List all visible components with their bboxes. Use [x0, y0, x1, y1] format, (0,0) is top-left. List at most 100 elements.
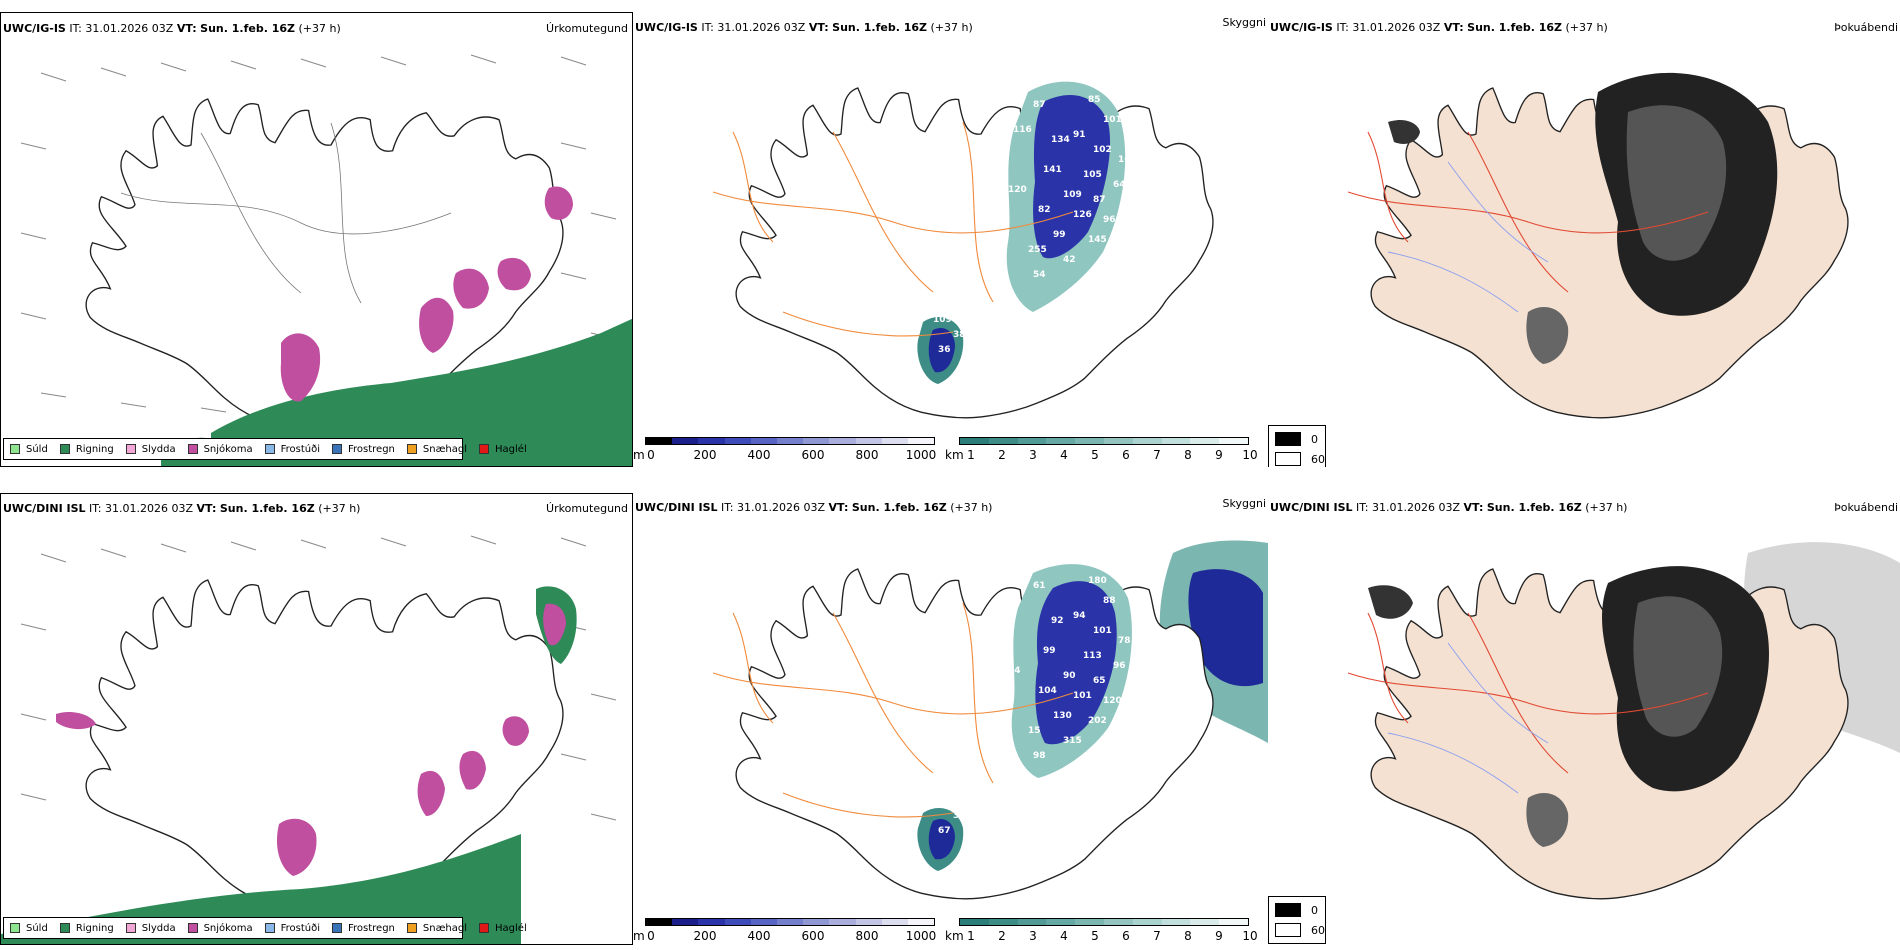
cloud-height-label: 78 [1118, 636, 1131, 646]
cloud-height-label: 96 [1113, 661, 1126, 671]
cloud-height-label: 126 [1073, 210, 1092, 220]
panel-header: UWC/DINI ISL IT: 31.01.2026 03Z VT: Sun.… [635, 501, 993, 514]
colorbar-tick-label: 2 [998, 929, 1006, 943]
colorbar-tick-label: 1 [967, 929, 975, 943]
colorbar-segment [907, 919, 935, 925]
precip-panel-row2: UWC/DINI ISL IT: 31.01.2026 03Z VT: Sun.… [0, 493, 633, 945]
cloud-height-label: 65 [1093, 676, 1106, 686]
colorbar-segment [881, 919, 908, 925]
cloud-panel-row1: UWC/IG-IS IT: 31.01.2026 03Z VT: Sun. 1.… [633, 12, 1268, 467]
legend-item: Frostúði [264, 444, 320, 455]
colorbar-tick-label: 7 [1153, 448, 1161, 462]
colorbar-tick-label: 9 [1215, 448, 1223, 462]
height-unit: m [633, 448, 645, 462]
cloud-height-label: 145 [1088, 235, 1107, 245]
visibility-colorbar: km 1 2 3 4 5 6 7 8 9 10 [945, 918, 1258, 945]
colorbar-tick-label: 400 [747, 448, 771, 462]
cloud-height-label: 102 [1093, 145, 1112, 155]
cloud-height-label: 87 [1093, 195, 1106, 205]
panel-title: Úrkomutegund [546, 502, 628, 515]
precip-legend: Súld Rigning Slydda Snjókoma Frostúði Fr… [3, 917, 527, 939]
colorbar-segment [803, 919, 830, 925]
colorbar-segment [750, 919, 777, 925]
fog-panel-row2: UWC/DINI ISL IT: 31.01.2026 03Z VT: Sun.… [1268, 493, 1900, 945]
colorbar-segment [646, 438, 673, 444]
vis-unit: km [945, 448, 964, 462]
colorbar-segment [1046, 919, 1076, 925]
colorbar-segment [960, 438, 989, 444]
legend-swatch [10, 444, 20, 454]
cloud-height-label: 23 [993, 145, 1006, 155]
colorbar-tick-label: 200 [693, 929, 717, 943]
colorbar-tick-label: 4 [1060, 448, 1068, 462]
colorbar-segment [988, 438, 1018, 444]
cloud-height-label: 86 [983, 696, 996, 706]
fog-swatch [1275, 452, 1301, 466]
legend-item: Haglél [479, 923, 527, 934]
fog-swatch [1275, 432, 1301, 446]
colorbar-tick-label: 800 [855, 448, 879, 462]
cloud-height-label: 109 [1063, 190, 1082, 200]
legend-swatch [59, 444, 70, 454]
colorbar-tick-label: 9 [1215, 929, 1223, 943]
legend-item: Súld [10, 923, 48, 934]
colorbar-tick-label: 600 [801, 929, 825, 943]
legend-swatch [479, 923, 490, 933]
legend-item: Rigning [59, 444, 114, 455]
fog-swatch [1275, 903, 1301, 917]
cloud-height-label: 92 [1073, 75, 1086, 85]
colorbar-segment [829, 919, 856, 925]
cloud-height-label: 113 [1083, 651, 1102, 661]
cloud-height-label: 98 [943, 295, 956, 305]
legend-item: Snæhagl [406, 444, 467, 455]
cloud-height-label: 101 [1073, 691, 1092, 701]
legend-swatch [125, 923, 136, 933]
precip-legend: Súld Rigning Slydda Snjókoma Frostúði Fr… [3, 438, 527, 460]
vis-unit: km [945, 929, 964, 943]
fog-panel-row1: UWC/IG-IS IT: 31.01.2026 03Z VT: Sun. 1.… [1268, 12, 1900, 467]
cloud-height-label: 109 [933, 315, 952, 325]
cloud-height-label: 99 [1053, 230, 1066, 240]
panel-title: Skyggni [1222, 497, 1266, 510]
colorbar-segment [1132, 438, 1162, 444]
cloud-height-label: 120 [1008, 185, 1027, 195]
cloud-height-label: 85 [1088, 95, 1101, 105]
colorbar-segment [1017, 919, 1047, 925]
colorbar-segment [1219, 919, 1248, 925]
colorbar-tick-label: 200 [693, 448, 717, 462]
panel-header: UWC/IG-IS IT: 31.01.2026 03Z VT: Sun. 1.… [3, 22, 341, 35]
colorbar-segment [1075, 919, 1104, 925]
cloud-height-label: 87 [1033, 100, 1046, 110]
cloud-height-label: 94 [1073, 611, 1086, 621]
cloud-height-label: 64 [1113, 180, 1126, 190]
legend-item: Slydda [125, 923, 176, 934]
cloud-height-label: 92 [1051, 616, 1064, 626]
colorbar-tick-label: 400 [747, 929, 771, 943]
legend-swatch [10, 923, 20, 933]
cloud-height-label: 202 [1088, 716, 1107, 726]
cloud-height-label: 38 [953, 330, 966, 340]
legend-item: Snjókoma [187, 444, 253, 455]
colorbar-segment [1190, 438, 1220, 444]
cloud-height-label: 36 [938, 345, 951, 355]
colorbar-segment [672, 919, 699, 925]
colorbar-tick-label: 1 [967, 448, 975, 462]
colorbar-segment [1103, 919, 1133, 925]
height-colorbar-segments [645, 918, 935, 926]
colorbar-segment [855, 438, 882, 444]
fog-legend: 0 60 [1268, 896, 1326, 944]
cloud-height-label: 69 [1073, 556, 1086, 566]
colorbar-segment [1161, 438, 1191, 444]
cloud-height-label: 134 [1051, 135, 1070, 145]
cloud-height-label: 91 [1073, 130, 1086, 140]
colorbar-tick-label: 3 [1029, 448, 1037, 462]
cloud-height-label: 255 [1028, 245, 1047, 255]
panel-header: UWC/DINI ISL IT: 31.01.2026 03Z VT: Sun.… [3, 502, 361, 515]
cloud-height-label: 107 [1133, 135, 1152, 145]
colorbar-segment [1161, 919, 1191, 925]
cloud-height-label: 70 [978, 175, 991, 185]
colorbar-segment [698, 438, 725, 444]
colorbar-segment [1219, 438, 1248, 444]
colorbar-tick-label: 6 [1122, 448, 1130, 462]
